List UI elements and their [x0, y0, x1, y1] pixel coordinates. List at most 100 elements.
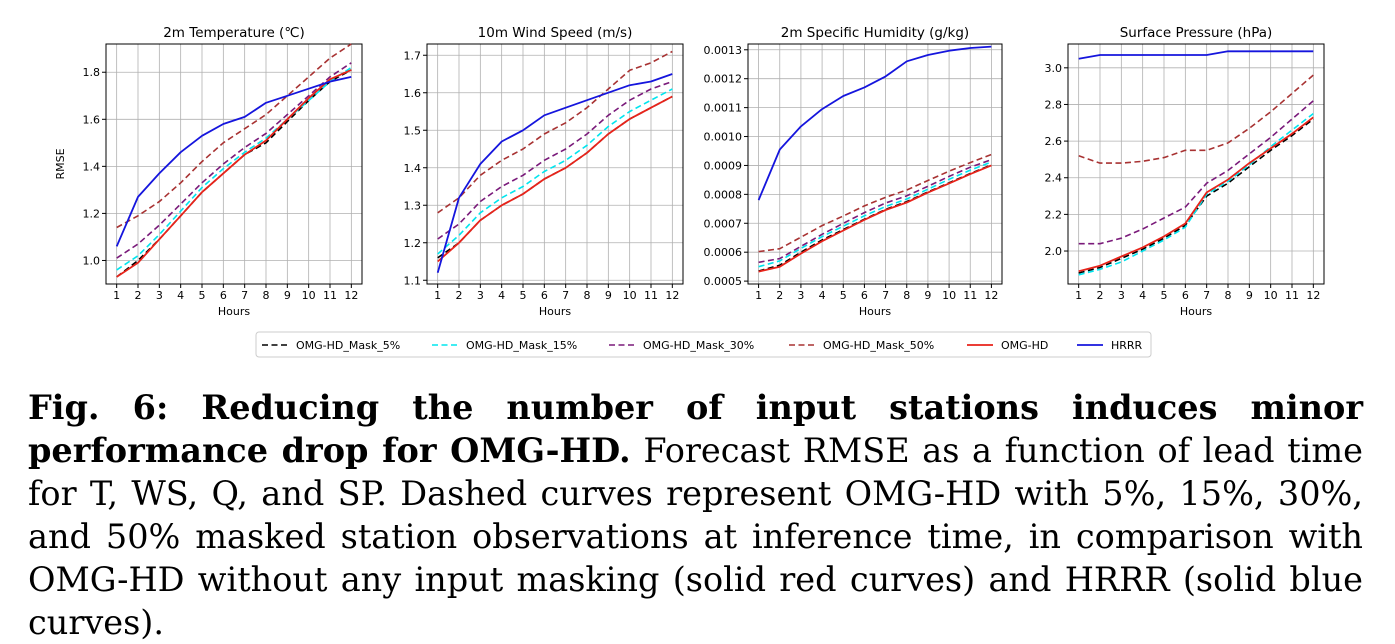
caption-separator: :: [155, 388, 202, 427]
series-line-3: [758, 158, 992, 264]
x-tick-label: 8: [584, 289, 591, 302]
y-tick-label: 1.7: [404, 49, 422, 62]
series-line-4: [758, 153, 992, 253]
series-line-2: [1078, 112, 1314, 276]
y-tick-label: 3.0: [1045, 62, 1063, 75]
x-tick-label: 6: [541, 289, 548, 302]
series-line-6: [115, 76, 352, 247]
x-tick-label: 12: [344, 289, 358, 302]
x-tick-label: 1: [1075, 289, 1082, 302]
y-tick-label: 1.4: [404, 162, 422, 175]
y-tick-label: 1.4: [83, 160, 101, 173]
caption-label: Fig. 6: [28, 388, 156, 427]
x-tick-label: 11: [963, 289, 977, 302]
series-line-3: [437, 80, 673, 240]
chart-panel-3: 1 2 3 4 5 6 7 8 9 10 11 120.00050.00060.00070.00080…: [704, 25, 1003, 318]
x-tick-label: 5: [840, 289, 847, 302]
axes-frame: [1067, 43, 1325, 285]
axes-frame: [426, 43, 684, 285]
x-axis-label: Hours: [859, 305, 891, 318]
figure-caption: Fig. 6: Reducing the number of input sta…: [28, 386, 1363, 644]
x-tick-label: 11: [1285, 289, 1299, 302]
chart-panel-2: 1 2 3 4 5 6 7 8 9 10 11 121.11.21.31.41.51.61.710m …: [404, 25, 684, 318]
legend-label-3: OMG-HD_Mask_30%: [643, 339, 754, 352]
x-axis-label: Hours: [1180, 305, 1212, 318]
y-tick-label: 1.6: [83, 113, 101, 126]
x-tick-label: 9: [284, 289, 291, 302]
legend-label-1: OMG-HD_Mask_5%: [296, 339, 400, 352]
x-tick-label: 8: [263, 289, 270, 302]
x-tick-label: 10: [302, 289, 316, 302]
x-tick-label: 7: [562, 289, 569, 302]
x-tick-label: 12: [1306, 289, 1320, 302]
x-tick-label: 11: [644, 289, 658, 302]
chart-title: 10m Wind Speed (m/s): [478, 25, 633, 41]
x-tick-label: 4: [177, 289, 184, 302]
x-tick-label: 11: [323, 289, 337, 302]
figure: 1 2 3 4 5 6 7 8 9 10 11 121.01.21.41.61.82m Tempera…: [54, 25, 1325, 358]
series-line-5: [437, 95, 673, 263]
caption-body: Forecast RMSE as a function of lead time…: [28, 431, 1363, 642]
x-tick-label: 7: [882, 289, 889, 302]
y-tick-label: 2.2: [1045, 208, 1063, 221]
x-tick-label: 9: [1246, 289, 1253, 302]
caption-bold-text: Reducing the number of input stations in…: [28, 388, 1363, 470]
y-tick-label: 1.6: [404, 87, 422, 100]
series-line-2: [116, 66, 352, 271]
axes-frame: [747, 43, 1003, 285]
x-tick-label: 3: [797, 289, 804, 302]
chart-title: Surface Pressure (hPa): [1120, 25, 1273, 41]
series-line-5: [1078, 116, 1314, 273]
x-tick-label: 9: [924, 289, 931, 302]
y-axis-label: RMSE: [54, 148, 67, 179]
y-tick-label: 1.2: [404, 237, 422, 250]
x-axis-label: Hours: [539, 305, 571, 318]
series-line-5: [116, 69, 352, 278]
x-tick-label: 6: [1182, 289, 1189, 302]
series-line-2: [758, 161, 992, 268]
x-tick-label: 7: [1203, 289, 1210, 302]
series-line-6: [757, 45, 992, 201]
x-tick-label: 5: [520, 289, 527, 302]
x-tick-label: 4: [819, 289, 826, 302]
y-tick-label: 2.4: [1045, 172, 1063, 185]
y-tick-label: 2.6: [1045, 135, 1063, 148]
x-tick-label: 1: [434, 289, 441, 302]
series-line-4: [437, 50, 673, 214]
y-tick-label: 0.0009: [704, 159, 743, 172]
series-line-4: [1078, 74, 1314, 164]
y-tick-label: 0.0008: [704, 188, 743, 201]
x-axis-label: Hours: [218, 305, 250, 318]
y-tick-label: 1.1: [404, 274, 422, 287]
legend: OMG-HD_Mask_5% OMG-HD_Mask_15% OMG-HD_Mask…: [255, 331, 1152, 358]
y-tick-label: 2.8: [1045, 98, 1063, 111]
series-line-6: [1078, 50, 1314, 60]
x-tick-label: 4: [498, 289, 505, 302]
y-tick-label: 1.2: [83, 207, 101, 220]
series-line-6: [436, 73, 673, 274]
y-tick-label: 1.3: [404, 199, 422, 212]
x-tick-label: 5: [199, 289, 206, 302]
x-tick-label: 6: [220, 289, 227, 302]
x-tick-label: 3: [477, 289, 484, 302]
chart-panel-4: 1 2 3 4 5 6 7 8 9 10 11 122.02.22.42.62.83.0Surface…: [1045, 25, 1325, 318]
legend-label-5: OMG-HD: [1001, 339, 1048, 352]
series-line-3: [1078, 100, 1314, 245]
y-tick-label: 2.0: [1045, 245, 1063, 258]
x-tick-label: 1: [113, 289, 120, 302]
chart-title: 2m Temperature (℃): [163, 25, 305, 41]
y-tick-label: 0.0006: [704, 246, 743, 259]
y-tick-label: 1.5: [404, 124, 422, 137]
series-line-1: [116, 69, 352, 278]
y-tick-label: 0.0005: [704, 275, 743, 288]
chart-title: 2m Specific Humidity (g/kg): [781, 25, 969, 41]
y-tick-label: 0.0011: [704, 102, 743, 115]
x-tick-label: 12: [984, 289, 998, 302]
x-tick-label: 2: [456, 289, 463, 302]
x-tick-label: 1: [755, 289, 762, 302]
x-tick-label: 9: [605, 289, 612, 302]
x-tick-label: 10: [623, 289, 637, 302]
series-line-4: [116, 43, 352, 229]
x-tick-label: 2: [1097, 289, 1104, 302]
y-tick-label: 0.0007: [704, 217, 743, 230]
